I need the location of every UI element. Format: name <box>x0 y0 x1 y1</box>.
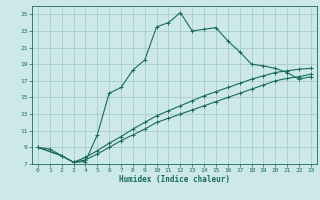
X-axis label: Humidex (Indice chaleur): Humidex (Indice chaleur) <box>119 175 230 184</box>
